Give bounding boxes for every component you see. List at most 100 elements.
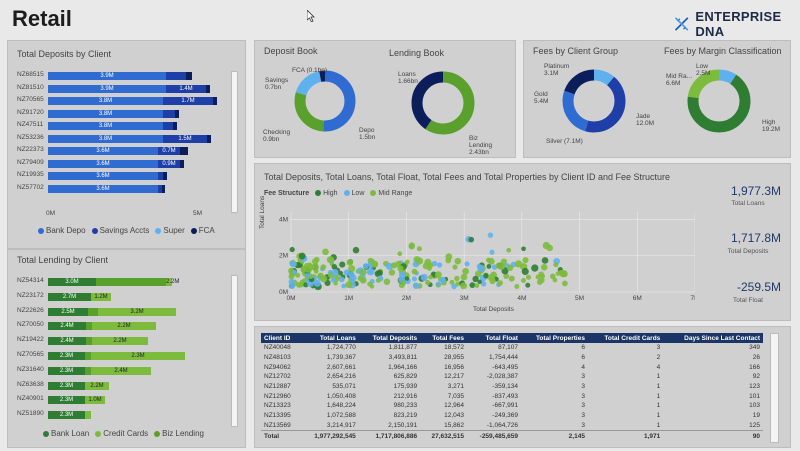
scatter-point[interactable] <box>339 261 346 268</box>
scatter-point[interactable] <box>343 269 351 276</box>
scatter-point[interactable] <box>435 281 441 287</box>
scatter-point[interactable] <box>514 260 523 268</box>
scatter-point[interactable] <box>289 260 297 268</box>
scatter-point[interactable] <box>449 279 455 285</box>
deposit-bar-segment[interactable] <box>158 159 180 168</box>
scatter-point[interactable] <box>313 279 321 287</box>
scatter-point[interactable] <box>487 232 494 238</box>
scatter-point[interactable] <box>383 278 391 286</box>
legend-bank-depo[interactable]: Bank Depo <box>38 226 86 235</box>
table-row[interactable]: NZ48103 1,739,367 3,493,811 28,955 1,754,444… <box>261 353 763 363</box>
scatter-point[interactable] <box>520 277 526 283</box>
scatter-point[interactable] <box>388 269 396 276</box>
scatter-point[interactable] <box>506 264 514 272</box>
scatter-point[interactable] <box>436 262 443 268</box>
scatter-point[interactable] <box>390 262 398 269</box>
scatter-point[interactable] <box>531 264 539 272</box>
scatter-point[interactable] <box>508 275 515 282</box>
scatter-point[interactable] <box>550 273 556 280</box>
lending-bar-segment[interactable] <box>48 396 85 405</box>
column-header[interactable]: Client ID <box>261 333 301 343</box>
deposit-bar-segment[interactable] <box>163 172 167 180</box>
deposit-bar-segment[interactable] <box>48 184 158 193</box>
scatter-point[interactable] <box>345 281 353 289</box>
scatter-point[interactable] <box>300 266 306 272</box>
deposit-bar-segment[interactable] <box>166 72 186 80</box>
lending-bar-segment[interactable] <box>48 411 85 420</box>
lending-bar-segment[interactable] <box>85 411 91 420</box>
deposits-scrollbar[interactable] <box>231 71 238 213</box>
scatter-point[interactable] <box>420 273 428 282</box>
scatter-point[interactable] <box>408 243 415 250</box>
scatter-point[interactable] <box>558 269 564 275</box>
deposit-bar-segment[interactable] <box>186 72 192 80</box>
scatter-point[interactable] <box>462 267 469 275</box>
scatter-point[interactable] <box>474 283 480 288</box>
legend-high[interactable]: High <box>315 190 338 197</box>
deposit-bar-segment[interactable] <box>162 184 165 193</box>
scatter-point[interactable] <box>503 273 510 280</box>
lending-bar-segment[interactable] <box>85 381 109 390</box>
scatter-point[interactable] <box>469 282 476 289</box>
scatter-point[interactable] <box>546 244 554 252</box>
deposit-bar-segment[interactable] <box>48 147 158 155</box>
lending-bar-segment[interactable] <box>91 366 151 375</box>
deposit-bar-segment[interactable] <box>206 84 210 93</box>
scatter-point[interactable] <box>474 270 482 278</box>
scatter-point[interactable] <box>330 277 336 283</box>
scatter-point[interactable] <box>411 276 417 282</box>
scatter-point[interactable] <box>404 276 410 281</box>
lending-bar-segment[interactable] <box>85 366 91 375</box>
lending-bar-segment[interactable] <box>48 381 85 390</box>
scatter-point[interactable] <box>311 264 319 272</box>
column-header[interactable]: Total Deposits <box>358 333 421 343</box>
lending-bar-segment[interactable] <box>92 322 156 331</box>
scatter-point[interactable] <box>553 262 559 268</box>
lending-bar-segment[interactable] <box>166 278 172 286</box>
scatter-point[interactable] <box>348 271 355 278</box>
deposit-bar-segment[interactable] <box>175 109 179 118</box>
table-row[interactable]: NZ12702 2,654,216 625,829 12,217 -2,028,387 3… <box>261 372 763 382</box>
table-row[interactable]: NZ40048 1,724,770 1,811,877 18,572 87,107 6 3 3… <box>261 343 763 353</box>
scatter-point[interactable] <box>399 271 406 279</box>
legend-biz-lending[interactable]: Biz Lending <box>154 429 204 438</box>
lending-bar-segment[interactable] <box>85 352 91 360</box>
table-scrollbar[interactable] <box>770 333 779 443</box>
deposit-bar-segment[interactable] <box>48 84 166 93</box>
scatter-point[interactable] <box>426 262 434 269</box>
scatter-point[interactable] <box>506 247 512 253</box>
deposit-bar-segment[interactable] <box>163 134 207 143</box>
lending-bar-segment[interactable] <box>48 292 91 301</box>
deposit-bar-segment[interactable] <box>173 122 177 130</box>
scatter-point[interactable] <box>333 280 338 286</box>
column-header[interactable]: Total Properties <box>520 333 588 343</box>
scatter-point[interactable] <box>341 283 347 289</box>
lending-bar-segment[interactable] <box>48 322 86 331</box>
scatter-point[interactable] <box>431 260 438 267</box>
scatter-plot[interactable]: 0M 1M 2M 3M 4M 5M 6M 7M 0M 2M 4M <box>255 164 695 320</box>
scatter-point[interactable] <box>460 282 468 290</box>
lending-bar-segment[interactable] <box>85 396 105 405</box>
scatter-point[interactable] <box>460 273 468 281</box>
scatter-point[interactable] <box>366 269 372 275</box>
scatter-point[interactable] <box>439 276 447 284</box>
scatter-point[interactable] <box>369 284 375 289</box>
scatter-point[interactable] <box>535 274 541 280</box>
scatter-point[interactable] <box>536 279 543 285</box>
scatter-point[interactable] <box>362 263 369 270</box>
lending-bar-segment[interactable] <box>92 337 148 346</box>
scatter-point[interactable] <box>331 269 339 277</box>
scatter-point[interactable] <box>352 246 360 254</box>
table-row[interactable]: NZ13323 1,648,224 980,233 12,964 -667,991 3 1 1… <box>261 401 763 411</box>
scatter-point[interactable] <box>425 279 431 286</box>
scatter-point[interactable] <box>521 267 529 276</box>
table-row[interactable]: NZ13569 3,214,917 2,150,191 15,862 -1,064,72… <box>261 421 763 431</box>
lending-bar-segment[interactable] <box>48 366 85 375</box>
table-row[interactable]: NZ94062 2,607,661 1,964,166 16,956 -643,495 4… <box>261 362 763 372</box>
deposit-bar-segment[interactable] <box>48 109 163 118</box>
lending-bar-segment[interactable] <box>91 292 111 301</box>
scatter-point[interactable] <box>416 246 422 252</box>
legend-mid[interactable]: Mid Range <box>370 190 412 197</box>
deposit-bar-segment[interactable] <box>213 97 217 105</box>
scatter-point[interactable] <box>521 246 526 252</box>
